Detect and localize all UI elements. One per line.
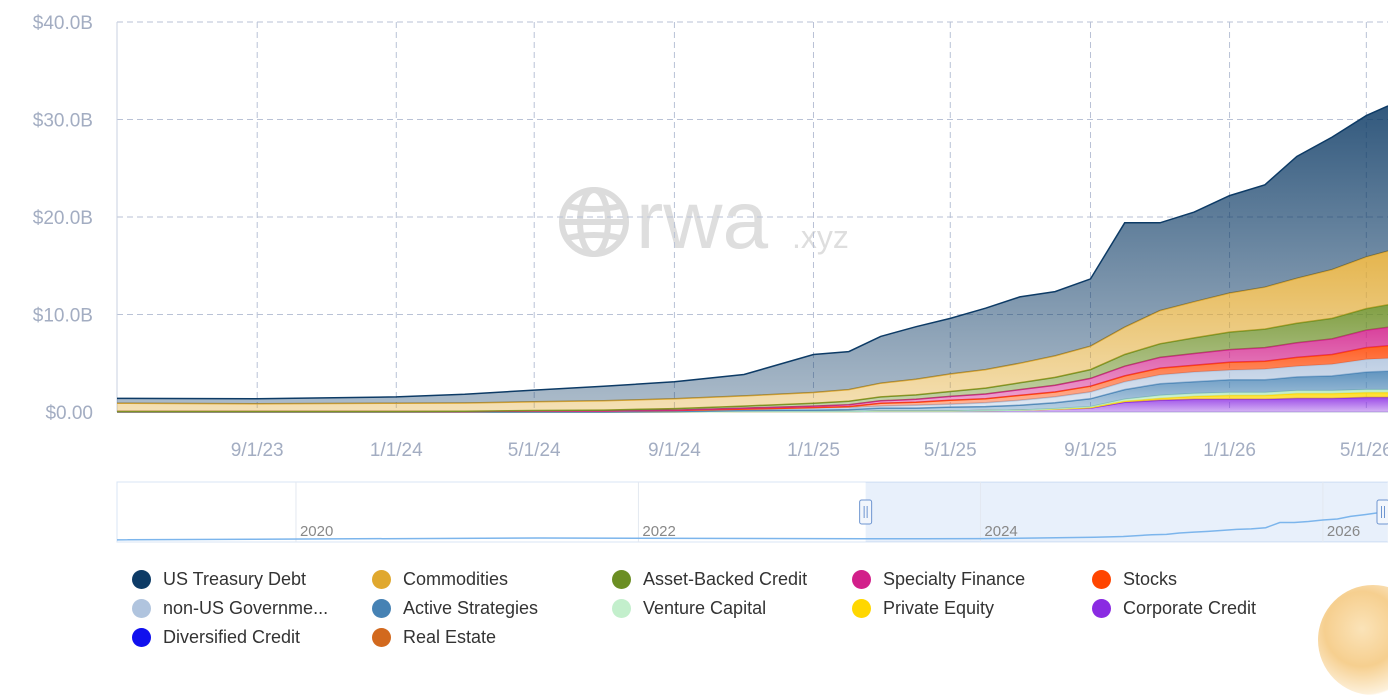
area-series-commodities <box>117 251 1388 412</box>
x-tick-label: 5/1/26 <box>1340 440 1388 461</box>
legend-label: US Treasury Debt <box>163 569 307 589</box>
range-navigator[interactable]: 2020 2022 2024 2026 <box>0 478 1388 548</box>
legend-label: Active Strategies <box>403 598 539 618</box>
legend-item[interactable]: Diversified Credit <box>128 626 368 649</box>
legend-color-icon <box>852 599 871 618</box>
legend-color-icon <box>852 570 871 589</box>
legend-color-icon <box>612 599 631 618</box>
watermark: rwa .xyz <box>559 175 849 266</box>
legend-label: Diversified Credit <box>163 627 301 647</box>
line-series-us-treasury-debt <box>116 105 1388 400</box>
x-tick-label: 1/1/24 <box>370 440 423 461</box>
legend-label: Specialty Finance <box>883 569 1026 589</box>
area-series-specialty-finance <box>117 327 1388 412</box>
x-tick-label: 9/1/25 <box>1064 440 1117 461</box>
legend-label: Asset-Backed Credit <box>643 569 808 589</box>
x-tick-label: 1/1/25 <box>787 440 840 461</box>
stacked-area-chart: rwa .xyz $0.00 $10.0B $20.0B $30.0B $40.0B 9… <box>33 13 1388 461</box>
x-tick-label: 5/1/25 <box>924 440 977 461</box>
watermark-suffix-text: .xyz <box>792 219 849 255</box>
legend-item[interactable]: Specialty Finance <box>848 568 1088 591</box>
legend-label: Commodities <box>403 569 509 589</box>
legend-color-icon <box>372 599 391 618</box>
corner-decoration <box>1318 585 1388 695</box>
navigator-right-handle[interactable] <box>1376 499 1388 525</box>
y-tick-label: $20.0B <box>33 208 93 229</box>
y-tick-label: $40.0B <box>33 13 93 34</box>
chart-svg: rwa .xyz $0.00 $10.0B $20.0B $30.0B $40.0B 9… <box>33 13 1388 461</box>
navigator-left-handle[interactable] <box>859 499 873 525</box>
legend-item[interactable]: Stocks <box>1088 568 1328 591</box>
legend-item[interactable]: Venture Capital <box>608 597 848 620</box>
navigator-svg: 2020 2022 2024 2026 <box>116 481 1388 543</box>
legend-item[interactable]: US Treasury Debt <box>128 568 368 591</box>
globe-icon <box>559 187 629 257</box>
legend-label: non-US Governme... <box>163 598 329 618</box>
legend-item[interactable]: Private Equity <box>848 597 1088 620</box>
legend-color-icon <box>612 570 631 589</box>
legend-color-icon <box>1092 599 1111 618</box>
legend-label: Private Equity <box>883 598 995 618</box>
legend-item[interactable]: Asset-Backed Credit <box>608 568 848 591</box>
area-series-us-treasury-debt <box>117 105 1388 404</box>
navigator-tick-label: 2024 <box>984 523 1017 540</box>
legend-item[interactable]: Active Strategies <box>368 597 608 620</box>
legend-color-icon <box>372 628 391 647</box>
navigator-tick-label: 2020 <box>300 523 333 540</box>
y-tick-label: $0.00 <box>45 403 93 424</box>
x-tick-label: 9/1/24 <box>648 440 701 461</box>
chart-legend: US Treasury Debt Commodities Asset-Backed … <box>128 568 1328 649</box>
navigator-tick-label: 2022 <box>642 523 675 540</box>
area-series-asset-backed-credit <box>117 304 1388 412</box>
area-series-non-us-government-debt <box>117 358 1388 412</box>
x-tick-label: 1/1/26 <box>1203 440 1256 461</box>
legend-color-icon <box>132 599 151 618</box>
legend-item[interactable]: Commodities <box>368 568 608 591</box>
legend-item[interactable]: Real Estate <box>368 626 608 649</box>
legend-label: Venture Capital <box>643 598 767 618</box>
legend-item[interactable]: Corporate Credit <box>1088 597 1328 620</box>
legend-label: Real Estate <box>403 627 497 647</box>
legend-label: Stocks <box>1123 569 1178 589</box>
watermark-main-text: rwa <box>636 175 769 266</box>
area-series-stocks <box>117 345 1388 412</box>
area-series-corporate-credit <box>117 397 1388 412</box>
legend-label: Corporate Credit <box>1123 598 1257 618</box>
navigator-frame <box>116 481 1388 543</box>
navigator-selection[interactable] <box>865 482 1387 542</box>
navigator-tick-label: 2026 <box>1327 523 1360 540</box>
y-tick-label: $30.0B <box>33 111 93 132</box>
x-tick-label: 9/1/23 <box>231 440 284 461</box>
navigator-series-line <box>116 510 1388 541</box>
legend-color-icon <box>372 570 391 589</box>
legend-color-icon <box>1092 570 1111 589</box>
legend-color-icon <box>132 628 151 647</box>
y-tick-label: $10.0B <box>33 306 93 327</box>
legend-item[interactable]: non-US Governme... <box>128 597 368 620</box>
legend-color-icon <box>132 570 151 589</box>
x-tick-label: 5/1/24 <box>508 440 561 461</box>
